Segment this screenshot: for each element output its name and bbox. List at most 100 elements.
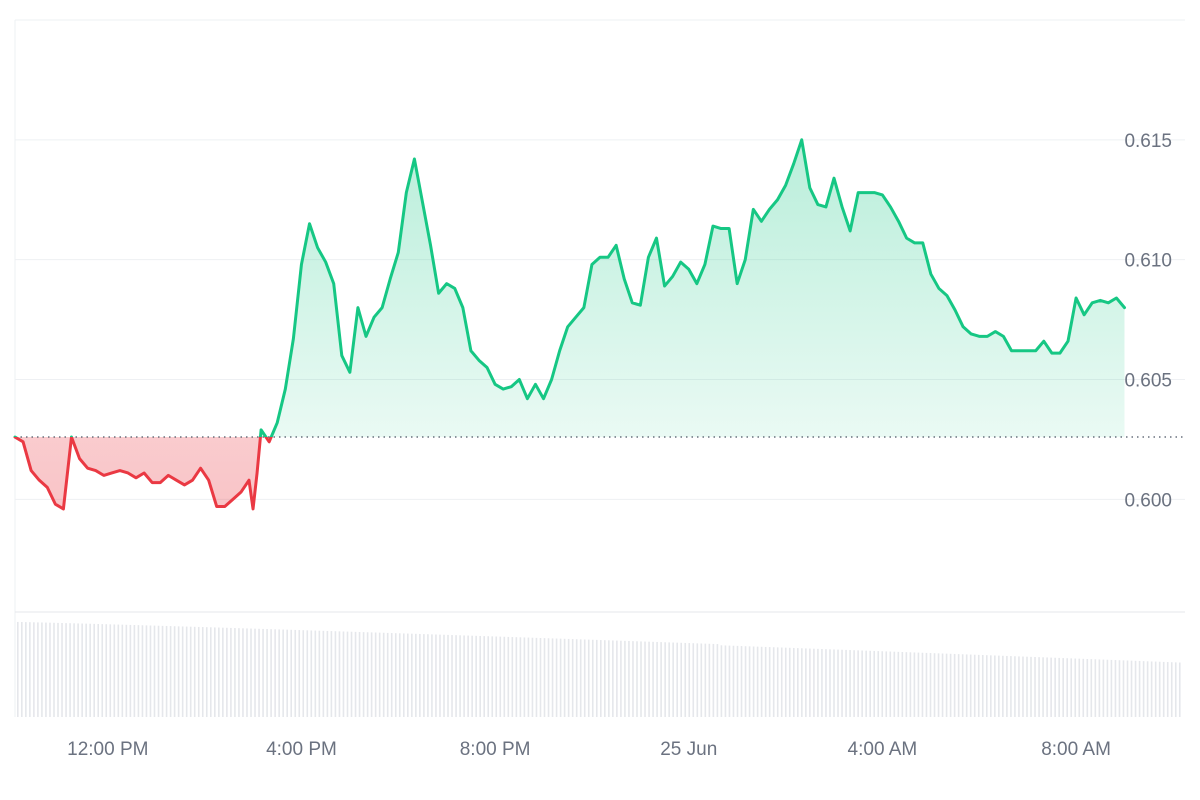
- volume-bar: [386, 632, 389, 717]
- volume-bar: [977, 654, 980, 717]
- volume-bar: [1002, 655, 1004, 717]
- volume-bar: [813, 648, 815, 717]
- volume-bar: [1106, 659, 1109, 717]
- volume-bar: [1094, 659, 1097, 717]
- volume-bar: [700, 643, 703, 717]
- volume-bar: [1074, 658, 1077, 717]
- volume-bar: [165, 625, 168, 717]
- volume-bar: [1110, 659, 1113, 717]
- volume-bar: [306, 630, 309, 717]
- volume-bar: [764, 646, 767, 717]
- volume-bar: [1070, 658, 1073, 717]
- volume-bar: [833, 649, 835, 717]
- volume-bar: [728, 645, 731, 717]
- volume-bar: [310, 630, 313, 717]
- volume-bar: [189, 626, 192, 717]
- volume-bar: [1126, 660, 1129, 717]
- volume-bar: [250, 628, 252, 717]
- volume-bar: [656, 641, 658, 717]
- volume-bar: [495, 636, 498, 717]
- volume-bar: [1050, 657, 1052, 717]
- volume-bar: [684, 642, 687, 717]
- volume-bar: [330, 631, 333, 717]
- volume-bar: [1090, 659, 1093, 717]
- volume-bar: [797, 648, 799, 717]
- volume-bar: [45, 622, 47, 717]
- volume-bar: [736, 645, 739, 717]
- volume-bar: [825, 649, 827, 717]
- area-fill-below-baseline: [15, 437, 1125, 509]
- volume-bar: [575, 639, 578, 717]
- volume-bar: [953, 653, 956, 717]
- volume-bar: [77, 623, 79, 717]
- volume-bar: [93, 623, 95, 717]
- volume-bar: [362, 632, 365, 717]
- volume-bar: [608, 640, 610, 717]
- volume-bar: [17, 621, 19, 717]
- volume-bar: [579, 639, 582, 717]
- volume-bar: [109, 624, 112, 717]
- volume-bar: [1158, 661, 1161, 717]
- volume-bar: [1038, 657, 1040, 717]
- volume-bar: [85, 623, 87, 717]
- volume-bar: [89, 623, 91, 717]
- volume-bar: [644, 641, 646, 717]
- volume-bar: [129, 624, 132, 717]
- volume-bar: [527, 637, 530, 717]
- volume-bar: [865, 650, 867, 717]
- volume-bar: [897, 651, 900, 717]
- volume-bar: [1174, 662, 1177, 717]
- volume-bar: [407, 633, 409, 717]
- volume-bar: [1026, 656, 1028, 717]
- volume-bar: [893, 651, 896, 717]
- volume-bar: [1146, 661, 1149, 717]
- volume-bar: [487, 636, 490, 717]
- volume-bar: [925, 652, 928, 717]
- y-tick-label: 0.605: [1124, 371, 1172, 392]
- volume-bar: [917, 652, 920, 717]
- volume-bar: [234, 628, 236, 717]
- volume-bar: [1014, 656, 1016, 717]
- volume-bar: [1138, 660, 1141, 717]
- volume-bar: [402, 633, 405, 717]
- volume-bar: [660, 642, 662, 717]
- volume-bar: [334, 631, 337, 717]
- volume-bar: [515, 637, 518, 717]
- volume-bar: [121, 624, 124, 717]
- volume-bar: [784, 647, 787, 717]
- volume-bar: [805, 648, 807, 717]
- volume-bar: [1010, 656, 1012, 717]
- volume-bar: [708, 643, 711, 717]
- volume-bar: [628, 641, 630, 717]
- x-tick-label: 8:00 AM: [1041, 739, 1111, 760]
- volume-bar: [1134, 660, 1137, 717]
- volume-bar: [845, 649, 847, 717]
- volume-bar: [760, 646, 763, 717]
- volume-bar: [254, 628, 256, 717]
- volume-bar: [969, 654, 972, 717]
- volume-bar: [21, 622, 23, 717]
- volume-bar: [957, 654, 960, 717]
- volume-bar: [419, 633, 421, 717]
- volume-bar: [173, 626, 176, 717]
- volume-bar: [1030, 656, 1032, 717]
- volume-bar: [57, 622, 59, 717]
- volume-bar: [801, 648, 803, 717]
- volume-bar: [326, 630, 329, 717]
- volume-bar: [491, 636, 494, 717]
- volume-bar: [447, 634, 449, 717]
- volume-bar: [821, 649, 823, 717]
- volume-bar: [1102, 659, 1105, 717]
- volume-bar: [222, 627, 224, 717]
- volume-bar: [61, 623, 63, 717]
- volume-bar: [889, 651, 892, 717]
- volume-bar: [571, 639, 574, 717]
- volume-bar: [829, 649, 831, 717]
- volume-bar: [346, 631, 349, 717]
- volume-bar: [1054, 657, 1056, 717]
- volume-bar: [439, 634, 441, 717]
- volume-bar: [511, 637, 514, 717]
- area-fill-above-baseline: [260, 139, 1125, 438]
- y-tick-label: 0.610: [1124, 251, 1172, 272]
